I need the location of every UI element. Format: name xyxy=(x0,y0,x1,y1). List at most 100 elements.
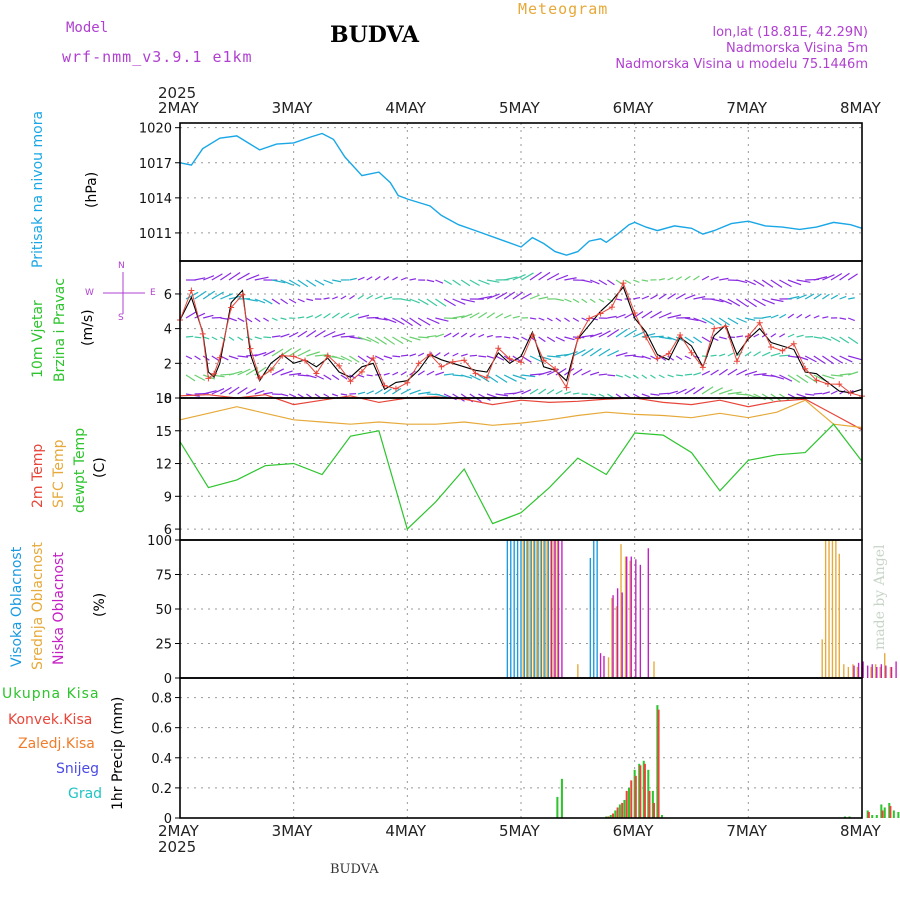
total-precip-bar xyxy=(866,810,869,818)
wind-barb xyxy=(693,296,706,300)
mid-cloud-bar xyxy=(543,540,545,678)
y-tick-label: 0.8 xyxy=(151,692,172,707)
wind-barb xyxy=(504,336,511,339)
low-cloud-bar xyxy=(885,665,887,678)
wind-gust-marker xyxy=(552,365,559,372)
wind-barb xyxy=(736,335,744,338)
wind-barb xyxy=(409,317,422,327)
wind-barb xyxy=(417,298,429,306)
wind-barb xyxy=(417,352,425,357)
wind-barb xyxy=(374,336,387,345)
wind-barb xyxy=(383,336,396,345)
wind-barb xyxy=(538,336,546,343)
wind-barb xyxy=(374,389,383,395)
wind-barb xyxy=(641,355,652,360)
mid-cloud-bar xyxy=(611,597,613,678)
total-precip-bar xyxy=(888,802,891,818)
wind-barb xyxy=(590,393,597,397)
wind-gust-marker xyxy=(211,370,218,377)
wind-barb xyxy=(220,272,232,281)
wind-barb xyxy=(736,279,748,284)
wind-barb xyxy=(770,314,779,319)
wind-barb xyxy=(848,371,859,376)
wind-barb xyxy=(366,316,379,319)
wind-barb xyxy=(822,336,832,341)
mid-cloud-bar xyxy=(879,666,881,678)
wind-gust-marker xyxy=(256,374,263,381)
wind-barb xyxy=(719,388,733,395)
low-cloud-bar xyxy=(554,540,556,678)
mid-cloud-bar xyxy=(624,556,627,678)
wind-barb xyxy=(632,393,641,399)
wind-barb xyxy=(220,355,229,361)
wind-barb xyxy=(254,298,266,304)
wind-gust-marker xyxy=(733,358,740,365)
wind-barb xyxy=(211,388,225,395)
mid-cloud-bar xyxy=(529,540,531,678)
wind-barb xyxy=(564,298,572,303)
wind-barb xyxy=(400,317,413,327)
wind-barb xyxy=(684,387,696,395)
wind-barb xyxy=(693,386,705,395)
mid-cloud-bar xyxy=(629,560,631,678)
wind-barb xyxy=(331,312,340,319)
wind-unit: (m/s) xyxy=(80,309,96,346)
wind-barb xyxy=(744,279,756,286)
wind-barb xyxy=(839,295,847,300)
low-cloud-bar xyxy=(890,666,893,678)
wind-barb xyxy=(340,374,348,380)
high-cloud-bar xyxy=(540,540,543,678)
high-cloud-bar xyxy=(593,540,595,678)
wind-barb xyxy=(374,276,381,281)
wind-barb xyxy=(813,276,828,281)
wind-barb xyxy=(641,393,650,398)
wind-barb xyxy=(237,272,250,281)
wind-barb xyxy=(383,276,390,281)
wind-barb xyxy=(400,388,411,395)
wind-barb xyxy=(435,333,445,338)
wind-barb xyxy=(822,274,835,281)
wind-gust-marker xyxy=(336,362,343,369)
wind-barb xyxy=(598,279,608,286)
high-cloud-bar xyxy=(506,540,509,678)
wind-barb xyxy=(263,391,273,395)
wind-barb xyxy=(486,279,500,283)
wind-barb xyxy=(607,315,617,319)
total-precip-bar xyxy=(556,796,559,818)
wind-barb xyxy=(598,298,605,303)
wind-barb xyxy=(822,355,835,365)
wind-barb xyxy=(564,317,570,323)
wind-title-2: Brzina i Pravac xyxy=(52,278,68,382)
wind-barb xyxy=(658,392,669,395)
wind-barb xyxy=(228,370,243,376)
wind-barb xyxy=(203,390,217,395)
panel-frame xyxy=(179,677,863,819)
wind-gust-marker xyxy=(620,280,627,287)
total-precip-bar xyxy=(883,807,886,818)
wind-barb xyxy=(736,298,749,308)
wind-barb xyxy=(512,374,527,380)
wind-barb xyxy=(547,355,561,358)
wind-barb xyxy=(753,298,766,307)
wind-barb xyxy=(323,330,336,338)
wind-barb xyxy=(607,393,614,398)
total-precip-bar xyxy=(875,814,878,818)
wind-barb xyxy=(839,373,851,376)
wind-barb xyxy=(349,313,360,319)
y-tick-label: 1017 xyxy=(139,157,172,172)
wind-gust-marker xyxy=(239,291,246,298)
tick-labels: 1011101410171020024669121518025507510000… xyxy=(139,122,180,827)
wind-gust-marker xyxy=(279,352,286,359)
wind-barb xyxy=(409,353,417,357)
mid-cloud-bar xyxy=(843,664,845,678)
wind-barb xyxy=(813,336,823,339)
wind-barb xyxy=(271,279,286,284)
wind-barb xyxy=(787,295,800,300)
wind-barb xyxy=(804,355,817,363)
low-cloud-bar xyxy=(853,665,855,678)
bottom-date-label: 4MAY xyxy=(385,822,427,840)
wind-barb xyxy=(340,312,350,319)
wind-barb xyxy=(564,277,577,281)
wind-barb xyxy=(443,373,454,376)
conv-precip-bar xyxy=(630,780,633,818)
